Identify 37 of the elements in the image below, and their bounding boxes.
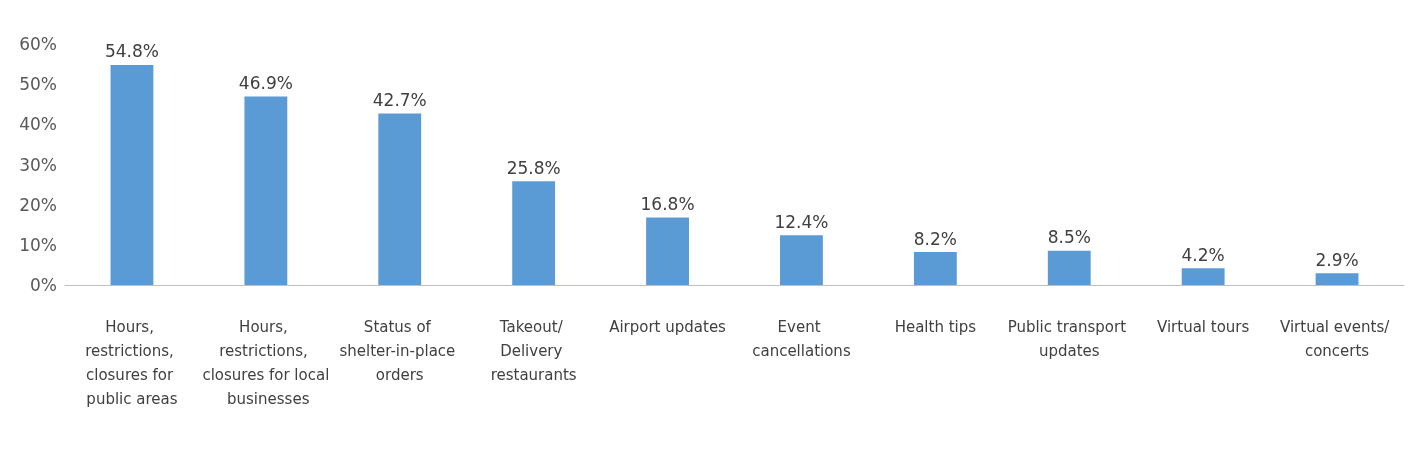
bar (780, 235, 823, 285)
x-tick-label: Virtual tours (1156, 318, 1250, 336)
bar (1047, 250, 1091, 285)
bar (378, 113, 422, 285)
data-label: 8.5% (1047, 227, 1091, 248)
data-label: 54.8% (104, 41, 159, 62)
data-label: 25.8% (506, 157, 561, 178)
y-tick-label: 30% (19, 154, 57, 175)
x-tick-label: Hours, restrictions, closures for local businesses (202, 318, 330, 408)
data-label: 46.9% (238, 73, 293, 94)
bar (1181, 268, 1225, 285)
bar (913, 252, 957, 285)
bar (512, 181, 556, 285)
y-tick-label: 60% (19, 34, 57, 54)
data-label: 42.7% (372, 89, 427, 110)
x-tick-label: Virtual events/ concerts (1279, 318, 1395, 360)
data-label: 8.2% (913, 228, 957, 249)
data-label: 12.4% (774, 211, 829, 232)
y-tick-label: 10% (19, 234, 57, 255)
x-tick-label: Takeout/ Delivery restaurants (490, 318, 577, 384)
bar (1315, 273, 1359, 285)
x-tick-label: Hours, restrictions, closures for public areas (85, 318, 179, 408)
y-tick-label: 20% (19, 194, 57, 215)
y-tick-label: 40% (19, 114, 57, 135)
data-label: 2.9% (1315, 249, 1359, 270)
y-tick-label: 50% (19, 74, 57, 95)
bar (110, 64, 154, 285)
x-tick-label: Status of shelter-in-place orders (339, 318, 461, 384)
x-tick-label: Health tips (894, 318, 977, 336)
y-tick-label: 0% (30, 275, 57, 295)
x-tick-label: Airport updates (609, 318, 727, 336)
data-label: 16.8% (640, 194, 695, 215)
bar (244, 96, 288, 285)
x-tick-label: Event cancellations (752, 318, 851, 360)
x-tick-label: Public transport updates (1007, 318, 1131, 360)
bar (646, 217, 689, 285)
data-label: 4.2% (1181, 244, 1225, 265)
